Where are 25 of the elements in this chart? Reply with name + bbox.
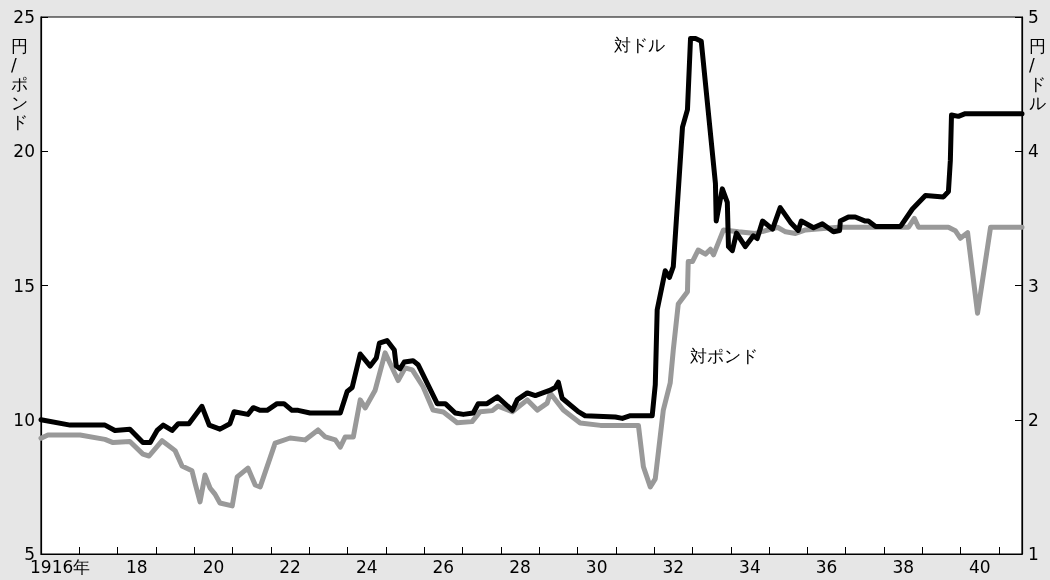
y-tick-label: 15	[13, 275, 35, 296]
y2-tick-label: 5	[1028, 7, 1039, 27]
x-tick-label: 22	[279, 556, 301, 577]
y-tick-label: 10	[13, 409, 35, 430]
series-label: 対ドル	[614, 34, 665, 55]
x-tick-label: 24	[355, 556, 378, 577]
y2-tick-label: 3	[1028, 275, 1039, 296]
y2-tick-label: 4	[1028, 141, 1039, 162]
x-tick-label: 40	[969, 556, 991, 577]
x-tick-label: 36	[815, 556, 838, 577]
y-axis-title: 円/ポンド	[11, 35, 28, 132]
x-tick-label: 32	[662, 556, 685, 577]
x-tick-label: 28	[509, 556, 531, 577]
x-tick-label: 30	[585, 556, 608, 577]
x-tick-label: 34	[739, 556, 761, 577]
x-tick-label: 38	[892, 556, 915, 577]
x-tick-label: 18	[125, 556, 148, 577]
x-tick-label: 20	[202, 556, 225, 577]
y-tick-label: 20	[13, 141, 35, 162]
y2-axis-title: 円/ドル	[1029, 35, 1046, 113]
y-tick-label: 25	[13, 7, 35, 27]
x-tick-label: 26	[432, 556, 455, 577]
y2-tick-label: 1	[1028, 544, 1039, 564]
series-label: 対ポンド	[690, 345, 758, 366]
y2-tick-label: 2	[1028, 409, 1039, 430]
